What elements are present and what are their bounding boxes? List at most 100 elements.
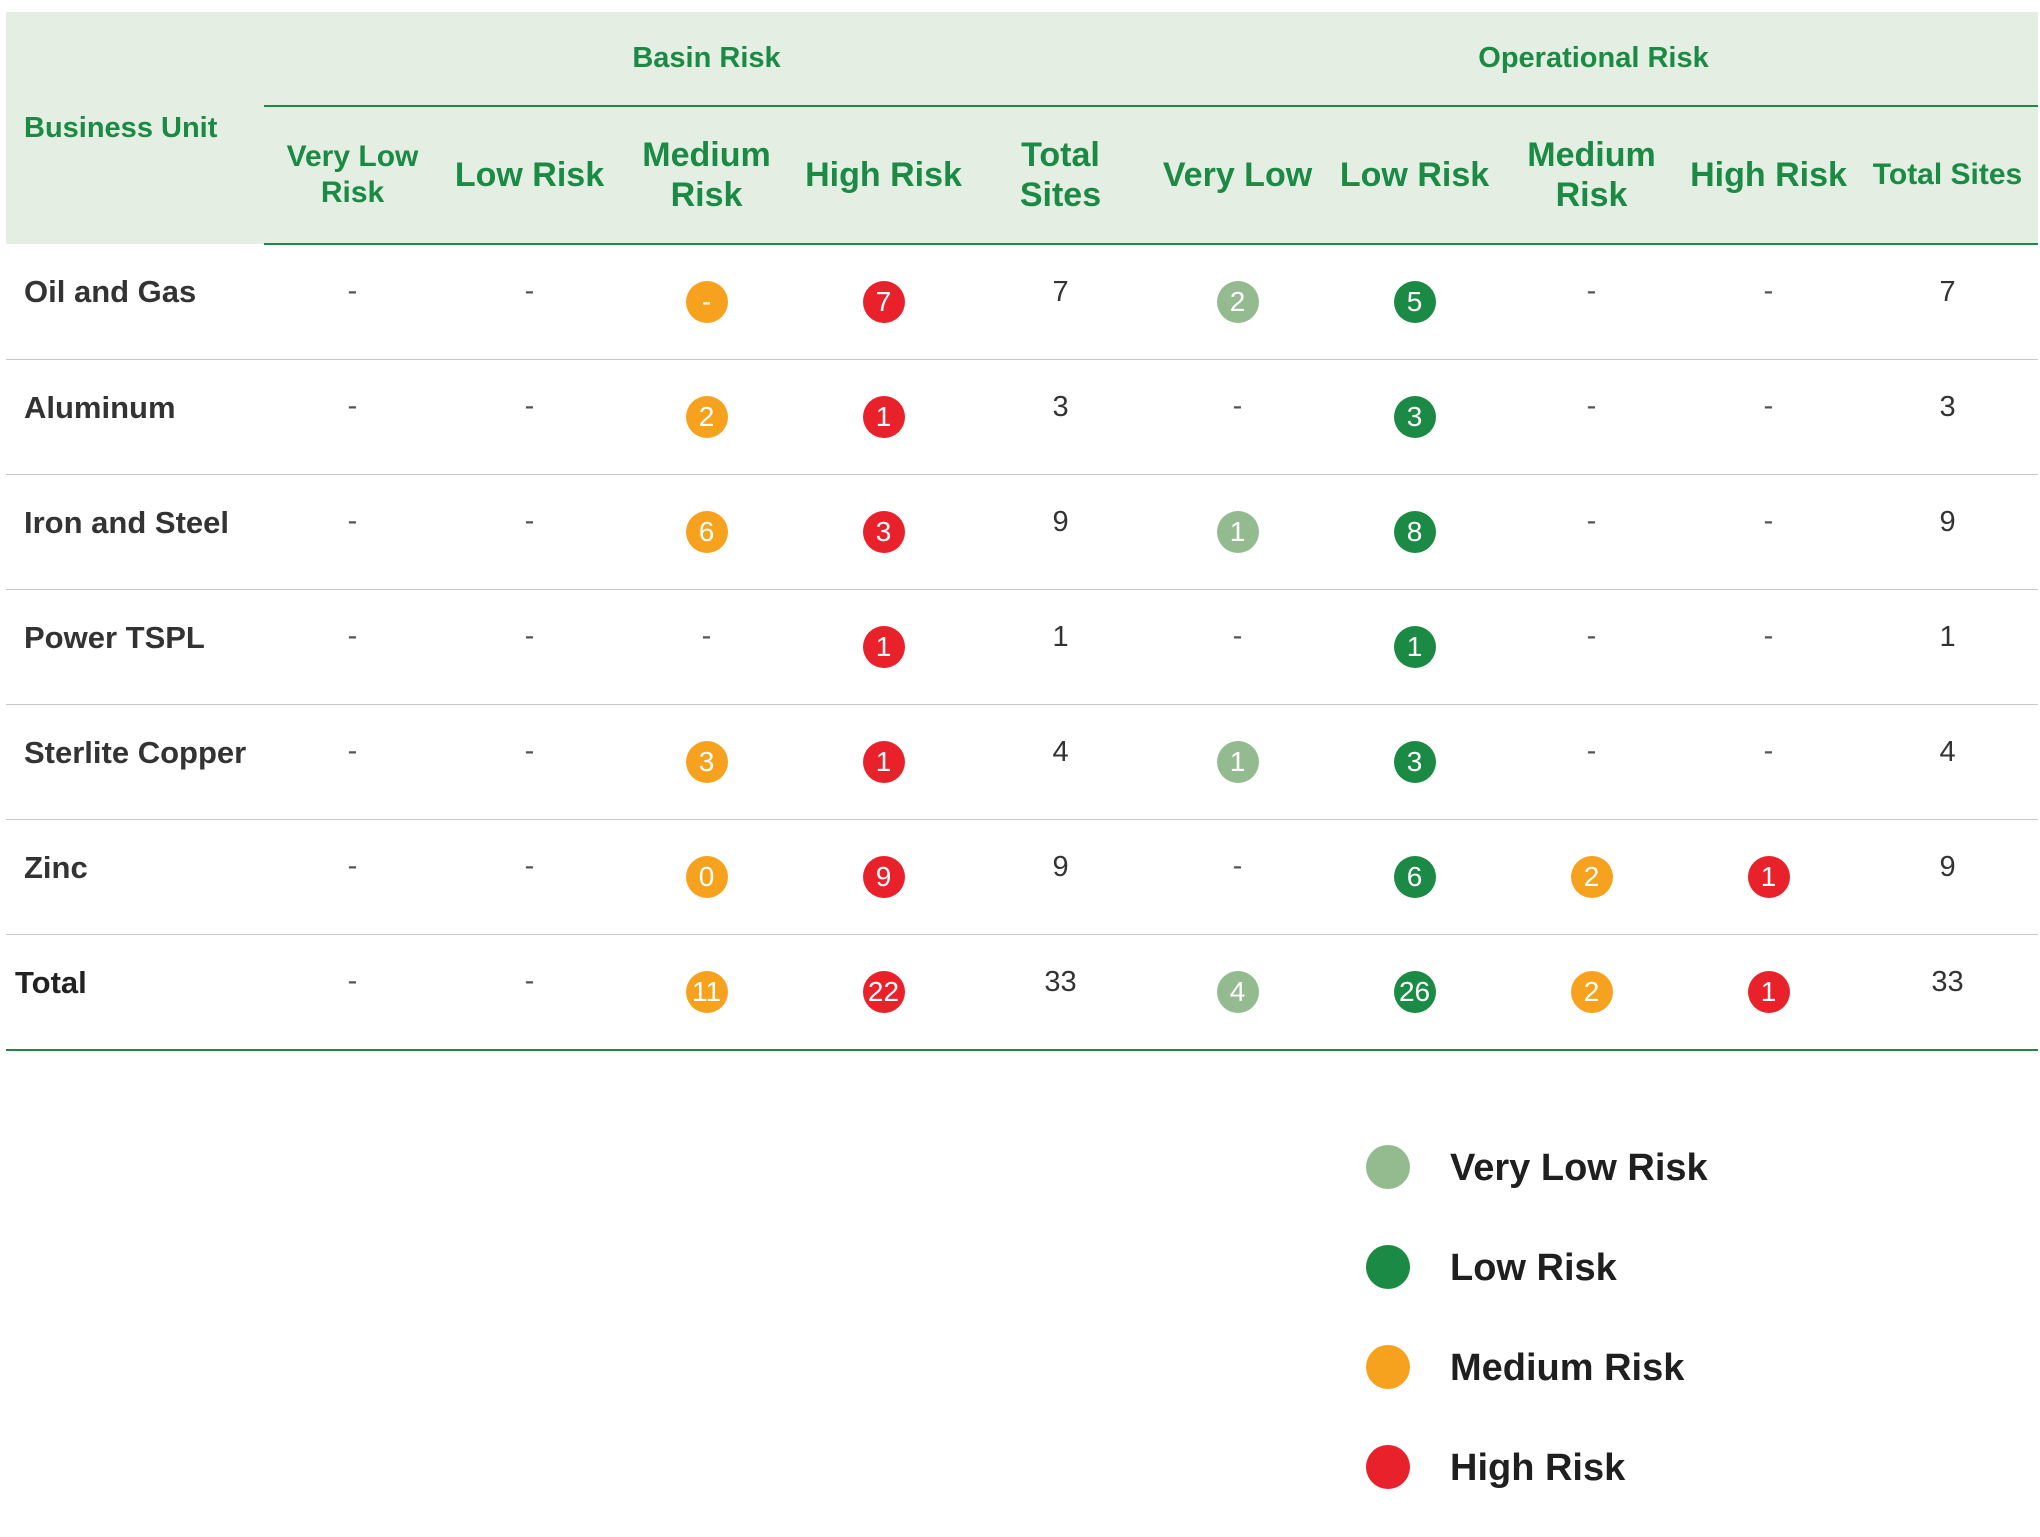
table-cell: 1 <box>795 704 972 820</box>
table-cell: - <box>264 359 441 475</box>
table-row: Iron and Steel - - 6 3 9 1 8 - - 9 <box>6 474 2039 590</box>
total-value: 1 <box>1052 621 1069 653</box>
empty-value: - <box>1763 505 1774 537</box>
table-cell: 1 <box>1680 934 1858 1051</box>
table-cell: 1 <box>795 359 972 475</box>
high-risk-badge: 22 <box>862 971 905 1013</box>
high-risk-badge: 9 <box>862 856 905 898</box>
table-cell: 8 <box>1326 474 1504 590</box>
empty-value: - <box>701 620 712 652</box>
high-risk-badge: 1 <box>862 626 905 668</box>
table-row: Total - - 11 22 33 4 26 2 1 33 <box>6 934 2039 1051</box>
basin-risk-group-header: Basin Risk <box>264 12 1150 107</box>
legend-label: Medium Risk <box>1450 1347 1685 1389</box>
total-value: 4 <box>1052 736 1069 768</box>
table-cell: - <box>1503 589 1681 705</box>
operational-high-risk-header: High Risk <box>1680 106 1858 245</box>
very-low-risk-badge: 1 <box>1216 741 1259 783</box>
total-value: 1 <box>1939 621 1956 653</box>
table-cell: - <box>264 244 441 360</box>
basin-high-risk-header: High Risk <box>795 106 972 245</box>
empty-value: - <box>1232 850 1243 882</box>
legend-label: Low Risk <box>1450 1247 1617 1289</box>
empty-value: - <box>524 390 535 422</box>
table-cell: 4 <box>1149 934 1327 1051</box>
operational-risk-group-header: Operational Risk <box>1149 12 2039 107</box>
high-risk-badge: 7 <box>862 281 905 323</box>
table-cell: 2 <box>1149 244 1327 360</box>
table-cell: 9 <box>795 819 972 935</box>
empty-value: - <box>347 620 358 652</box>
table-cell: - <box>1149 819 1327 935</box>
table-cell: 2 <box>1503 819 1681 935</box>
empty-value: - <box>524 965 535 997</box>
table-cell: 26 <box>1326 934 1504 1051</box>
table-cell: - <box>1680 244 1858 360</box>
total-value: 9 <box>1939 851 1956 883</box>
low-risk-badge: 1 <box>1393 626 1436 668</box>
table-row: Oil and Gas - - - 7 7 2 5 - - 7 <box>6 244 2039 360</box>
total-value: 4 <box>1939 736 1956 768</box>
business-unit-cell: Zinc <box>6 819 264 935</box>
table-cell: 1 <box>1149 704 1327 820</box>
high-risk-badge: 1 <box>1747 856 1790 898</box>
medium-risk-badge: 3 <box>685 741 728 783</box>
empty-value: - <box>347 390 358 422</box>
operational-low-risk-header: Low Risk <box>1326 106 1504 245</box>
high-risk-badge: 1 <box>862 396 905 438</box>
table-cell: 4 <box>972 704 1150 820</box>
table-cell: - <box>441 244 618 360</box>
basin-very-low-risk-header: Very Low Risk <box>264 106 441 245</box>
very-low-risk-badge: 2 <box>1216 281 1259 323</box>
high-risk-badge: 1 <box>862 741 905 783</box>
empty-value: - <box>347 505 358 537</box>
low-risk-badge: 6 <box>1393 856 1436 898</box>
medium-risk-badge: 6 <box>685 511 728 553</box>
table-cell: - <box>441 934 618 1051</box>
table-cell: - <box>1503 474 1681 590</box>
table-cell: 1 <box>1326 589 1504 705</box>
business-unit-cell: Total <box>6 934 264 1051</box>
table-cell: - <box>264 589 441 705</box>
table-cell: - <box>1149 589 1327 705</box>
medium-risk-dot-icon <box>1366 1345 1410 1389</box>
business-unit-cell: Aluminum <box>6 359 264 475</box>
medium-risk-badge: 11 <box>685 971 728 1013</box>
very-low-risk-badge: 1 <box>1216 511 1259 553</box>
empty-value: - <box>524 850 535 882</box>
legend-label: Very Low Risk <box>1450 1147 1708 1189</box>
table-cell: 1 <box>1680 819 1858 935</box>
table-cell: - <box>264 704 441 820</box>
total-value: 3 <box>1939 391 1956 423</box>
table-cell: 11 <box>618 934 795 1051</box>
table-row: Zinc - - 0 9 9 - 6 2 1 9 <box>6 819 2039 935</box>
low-risk-badge: 3 <box>1393 396 1436 438</box>
risk-assessment-table: Business Unit Basin Risk Operational Ris… <box>6 12 2039 1051</box>
empty-value: - <box>347 275 358 307</box>
table-cell: 2 <box>618 359 795 475</box>
empty-value: - <box>347 965 358 997</box>
empty-value: - <box>1586 505 1597 537</box>
total-value: 7 <box>1052 276 1069 308</box>
table-cell: - <box>1149 359 1327 475</box>
table-cell: 9 <box>972 819 1150 935</box>
low-risk-badge: 5 <box>1393 281 1436 323</box>
total-value: 9 <box>1939 506 1956 538</box>
empty-value: - <box>1586 275 1597 307</box>
empty-value: - <box>1586 735 1597 767</box>
empty-value: - <box>347 735 358 767</box>
table-cell: - <box>1503 704 1681 820</box>
table-cell: - <box>1680 704 1858 820</box>
table-cell: - <box>441 589 618 705</box>
table-cell: 33 <box>1857 934 2039 1051</box>
total-value: 9 <box>1052 506 1069 538</box>
table-cell: 9 <box>1857 819 2039 935</box>
high-risk-dot-icon <box>1366 1445 1410 1489</box>
table-cell: 5 <box>1326 244 1504 360</box>
table-cell: 7 <box>1857 244 2039 360</box>
empty-value: - <box>1763 275 1774 307</box>
table-cell: 6 <box>618 474 795 590</box>
table-cell: 9 <box>972 474 1150 590</box>
table-cell: 3 <box>1857 359 2039 475</box>
table-cell: 6 <box>1326 819 1504 935</box>
